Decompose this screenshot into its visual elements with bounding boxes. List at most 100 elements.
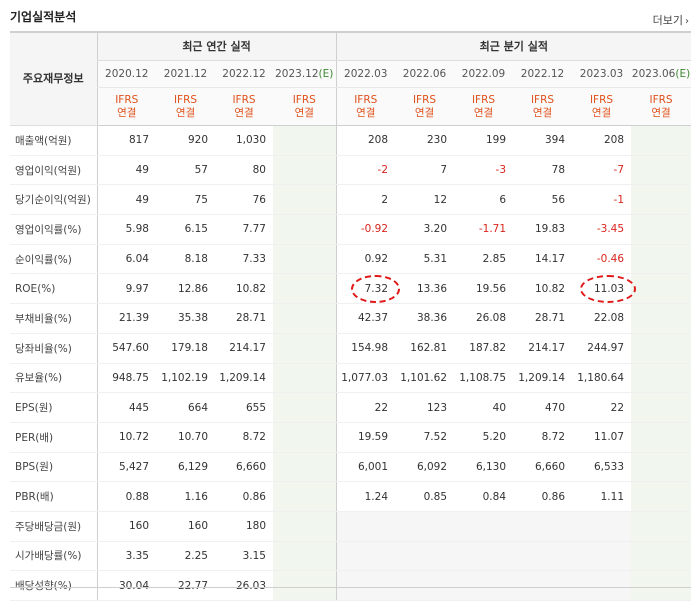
cell-value: 10.82 [534, 282, 566, 295]
value-cell: 21.39 [96, 303, 156, 334]
basis-header: IFRS 연결 [215, 87, 273, 126]
period-header: 2022.09 [454, 60, 514, 88]
row-label: 당좌비율(%) [10, 333, 97, 364]
row-label: PBR(배) [10, 481, 97, 512]
value-cell: 2.85 [454, 244, 514, 275]
value-cell: 10.82 [513, 273, 573, 305]
cell-value: 19.83 [534, 223, 566, 236]
value-cell [273, 333, 337, 364]
value-cell: 14.17 [513, 244, 573, 275]
row-label: 영업이익률(%) [10, 214, 97, 245]
value-cell: 5,427 [96, 452, 156, 483]
value-cell [454, 570, 514, 601]
value-cell: -7 [572, 155, 632, 186]
cell-value: 470 [544, 401, 566, 414]
value-cell: -3.45 [572, 214, 632, 245]
cell-value: 123 [426, 401, 448, 414]
cell-value: 1.24 [364, 490, 389, 503]
value-cell [395, 570, 455, 601]
cell-value: 10.70 [177, 431, 208, 444]
value-cell [631, 273, 692, 305]
cell-value: 8.72 [242, 431, 266, 444]
value-cell: 948.75 [96, 363, 156, 394]
cell-value: 5.20 [482, 431, 507, 444]
cell-value: 35.38 [177, 312, 208, 325]
basis-header: IFRS 연결 [454, 87, 514, 126]
value-cell: 11.03 [572, 273, 637, 305]
cell-value: -0.46 [596, 253, 625, 266]
cell-value: 22 [374, 401, 389, 414]
basis-standard: IFRS [115, 93, 139, 106]
cell-value: 49 [135, 193, 149, 206]
cell-value: 1,077.03 [341, 371, 389, 384]
value-cell: 0.88 [96, 481, 156, 512]
more-label: 더보기 [652, 14, 683, 27]
value-cell: 208 [572, 125, 632, 156]
value-cell: 1,108.75 [454, 363, 514, 394]
value-cell [273, 273, 337, 305]
cell-value: 3.15 [242, 549, 266, 562]
value-cell: 35.38 [156, 303, 215, 334]
cell-value: -7 [613, 164, 625, 177]
value-cell [273, 481, 337, 512]
value-cell [631, 244, 692, 275]
value-cell: 49 [96, 184, 156, 216]
value-cell: 8.72 [215, 422, 273, 453]
value-cell: 13.36 [395, 273, 455, 305]
value-cell [631, 155, 692, 186]
period-label: 2022.06 [402, 68, 447, 80]
estimate-mark: (E) [318, 68, 334, 80]
row-label: EPS(원) [10, 392, 97, 423]
cell-value: 8.18 [184, 253, 208, 266]
value-cell: 0.86 [215, 481, 273, 512]
value-cell: 1,180.64 [572, 363, 632, 394]
highlighted-value: 11.03 [579, 274, 637, 303]
value-cell: 19.83 [513, 214, 573, 245]
basis-scope: 연결 [356, 106, 376, 119]
cell-value: 0.86 [541, 490, 566, 503]
basis-scope: 연결 [651, 106, 671, 119]
table-row: BPS(원) 5,427 6,129 6,660 6,001 6,092 6,130 6,66… [10, 452, 692, 483]
row-label: 매출액(억원) [10, 125, 97, 156]
value-cell: 10.72 [96, 422, 156, 453]
basis-standard: IFRS [232, 93, 256, 106]
basis-standard: IFRS [589, 93, 614, 106]
cell-value: 19.59 [357, 431, 389, 444]
cell-value: 6,092 [416, 460, 448, 473]
cell-value: 78 [551, 164, 566, 177]
value-cell: 244.97 [572, 333, 632, 364]
value-cell: -2 [335, 155, 396, 186]
cell-value: 22 [610, 401, 625, 414]
basis-header: IFRS 연결 [631, 87, 692, 126]
cell-value: 5.31 [423, 253, 448, 266]
cell-value: 6,001 [357, 460, 389, 473]
value-cell: 6,533 [572, 452, 632, 483]
cell-value: 30.04 [118, 579, 149, 592]
value-cell [631, 214, 692, 245]
cell-value: 0.85 [423, 490, 448, 503]
cell-value: 80 [252, 164, 266, 177]
basis-standard: IFRS [173, 93, 198, 106]
value-cell: 445 [96, 392, 156, 423]
row-label: 시가배당률(%) [10, 541, 97, 572]
cell-value: 6,660 [534, 460, 566, 473]
estimate-mark: (E) [675, 68, 691, 80]
cell-value: 445 [128, 401, 149, 414]
cell-value: 28.71 [534, 312, 566, 325]
cell-value: 6 [499, 193, 507, 206]
value-cell: -1.71 [454, 214, 514, 245]
cell-value: 22.77 [177, 579, 208, 592]
value-cell [631, 541, 692, 572]
period-label: 2023.06 [631, 68, 676, 80]
more-link[interactable]: 더보기 › [653, 12, 689, 28]
table-row: 시가배당률(%) 3.35 2.25 3.15 [10, 541, 692, 572]
value-cell: 22.08 [572, 303, 632, 334]
cell-value: 21.39 [118, 312, 149, 325]
value-cell [273, 125, 337, 156]
value-cell: 547.60 [96, 333, 156, 364]
row-label: 부채비율(%) [10, 303, 97, 334]
cell-value: 1,108.75 [459, 371, 507, 384]
basis-header-row: IFRS 연결 IFRS 연결 IFRS 연결 IFRS 연결 IFRS 연결 IFRS 연결 IFRS… [10, 87, 692, 126]
basis-standard: IFRS [530, 93, 555, 106]
cell-value: 2 [381, 193, 389, 206]
